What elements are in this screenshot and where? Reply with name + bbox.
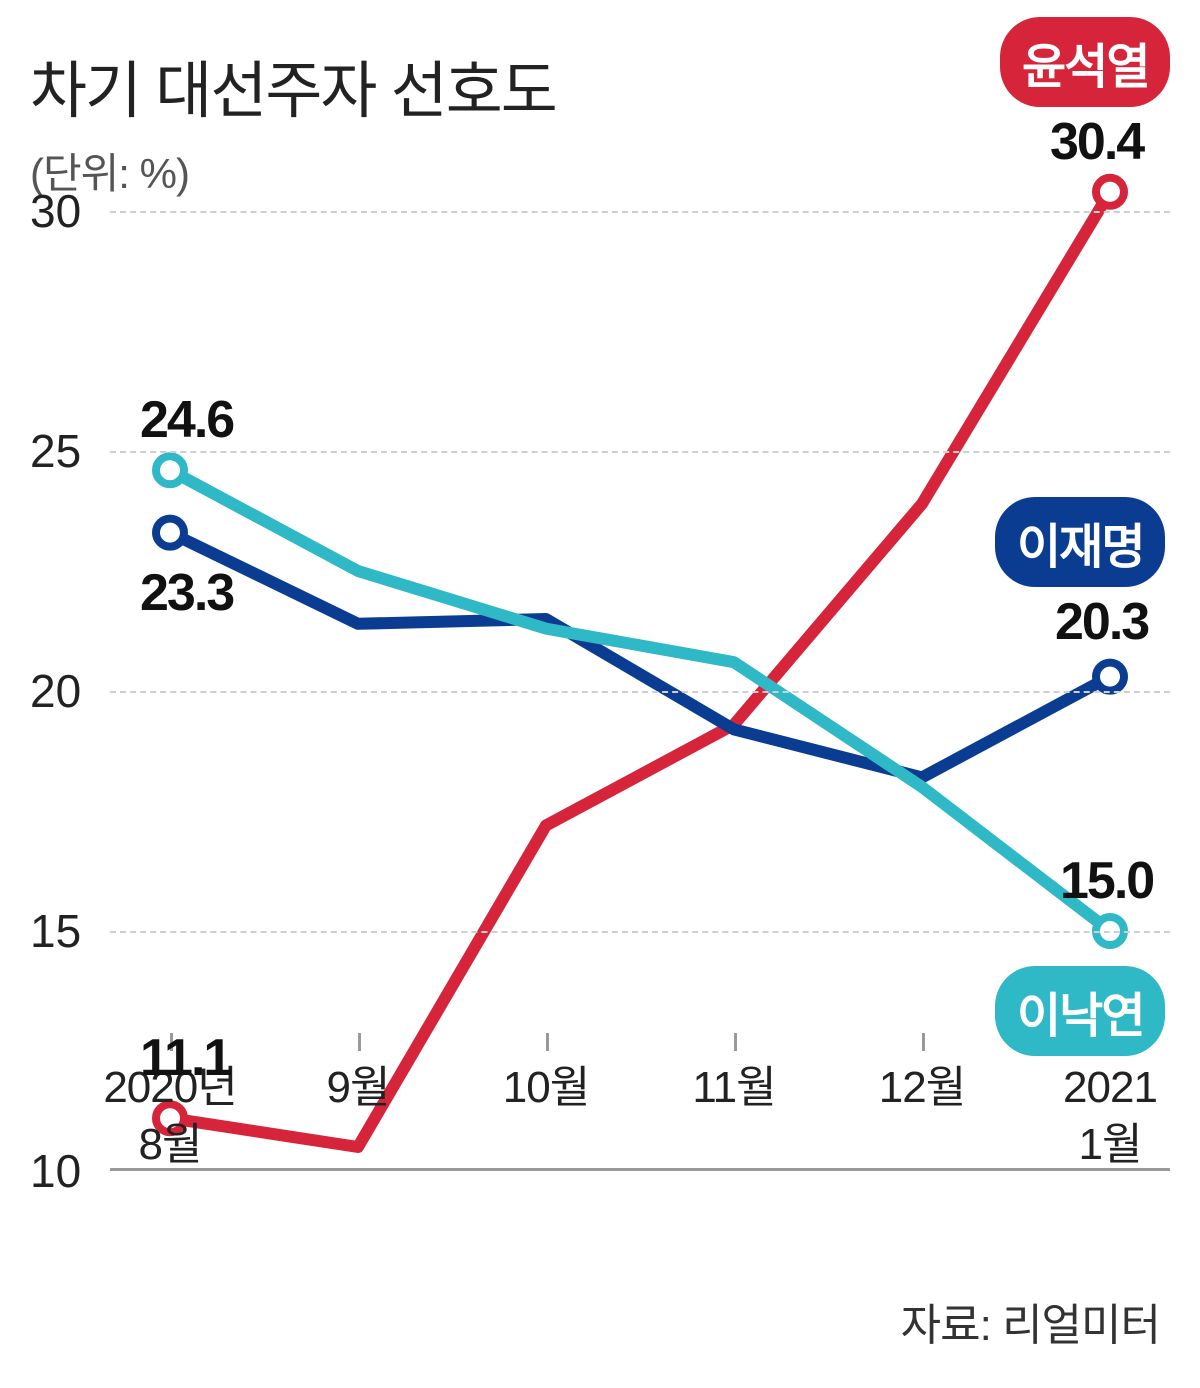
series-badge-윤석열: 윤석열 xyxy=(1000,17,1170,107)
grid-line xyxy=(110,211,1170,213)
y-tick-label: 30 xyxy=(30,184,81,238)
x-tick-label: 12월 xyxy=(879,1059,965,1116)
grid-line xyxy=(110,451,1170,453)
x-tick-label: 9월 xyxy=(327,1059,390,1116)
data-label: 30.4 xyxy=(1050,112,1143,172)
chart-source: 자료: 리얼미터 xyxy=(901,1289,1160,1353)
x-tick-label: 10월 xyxy=(503,1059,589,1116)
chart-title: 차기 대선주자 선호도 xyxy=(30,40,1170,130)
y-tick-label: 25 xyxy=(30,424,81,478)
series-line-이낙연 xyxy=(170,470,1110,931)
data-label: 15.0 xyxy=(1060,851,1153,911)
series-badge-이낙연: 이낙연 xyxy=(995,966,1165,1056)
grid-line xyxy=(110,691,1170,693)
x-tick-label: 20211월 xyxy=(1063,1059,1157,1173)
x-tick-mark xyxy=(358,1033,361,1051)
marker-이재명 xyxy=(1096,663,1124,691)
data-label: 23.3 xyxy=(140,563,233,623)
grid-line xyxy=(110,931,1170,933)
x-tick-mark xyxy=(922,1033,925,1051)
chart-unit: (단위: %) xyxy=(30,140,1170,201)
chart-container: 차기 대선주자 선호도 (단위: %) 2020년8월9월10월11월12월20… xyxy=(0,0,1200,1388)
y-tick-label: 15 xyxy=(30,904,81,958)
plot-area: 2020년8월9월10월11월12월20211월 101520253011.13… xyxy=(30,211,1170,1171)
x-tick-mark xyxy=(734,1033,737,1051)
marker-이재명 xyxy=(156,519,184,547)
marker-윤석열 xyxy=(1096,178,1124,206)
marker-이낙연 xyxy=(156,456,184,484)
data-label: 20.3 xyxy=(1055,592,1148,652)
x-tick-mark xyxy=(546,1033,549,1051)
y-tick-label: 10 xyxy=(30,1144,81,1198)
series-line-이재명 xyxy=(170,533,1110,778)
data-label: 11.1 xyxy=(140,1028,230,1088)
y-tick-label: 20 xyxy=(30,664,81,718)
data-label: 24.6 xyxy=(140,390,233,450)
x-ticks: 2020년8월9월10월11월12월20211월 xyxy=(110,1051,1170,1191)
x-tick-label: 11월 xyxy=(692,1059,775,1116)
series-badge-이재명: 이재명 xyxy=(995,497,1165,587)
